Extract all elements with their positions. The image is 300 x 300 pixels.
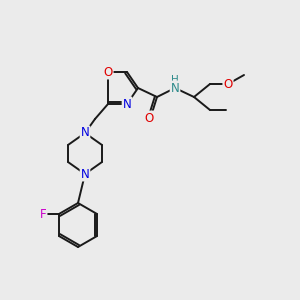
Text: N: N (81, 167, 89, 181)
Text: O: O (224, 77, 232, 91)
Text: H: H (171, 75, 179, 85)
Text: N: N (81, 127, 89, 140)
Text: F: F (40, 208, 46, 220)
Text: N: N (123, 98, 131, 110)
Text: O: O (144, 112, 154, 124)
Text: N: N (171, 82, 179, 94)
Text: O: O (103, 65, 112, 79)
